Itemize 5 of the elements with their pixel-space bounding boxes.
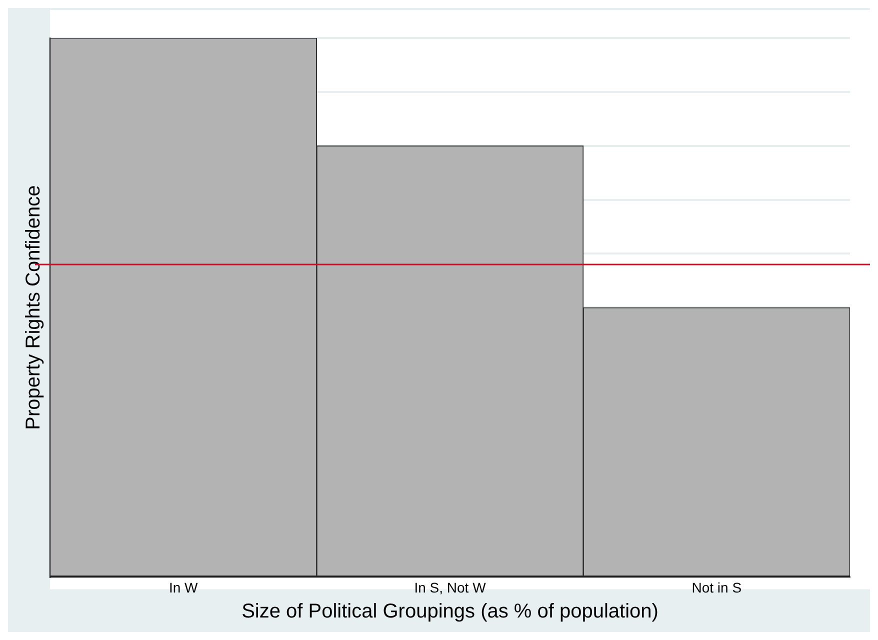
y-axis-title: Property Rights Confidence [22, 185, 45, 430]
x-tick-label: In W [168, 579, 199, 596]
x-axis-title: Size of Political Groupings (as % of population) [242, 600, 658, 623]
x-tick-label: In S, Not W [414, 579, 487, 596]
x-tick-label: Not in S [692, 579, 742, 596]
